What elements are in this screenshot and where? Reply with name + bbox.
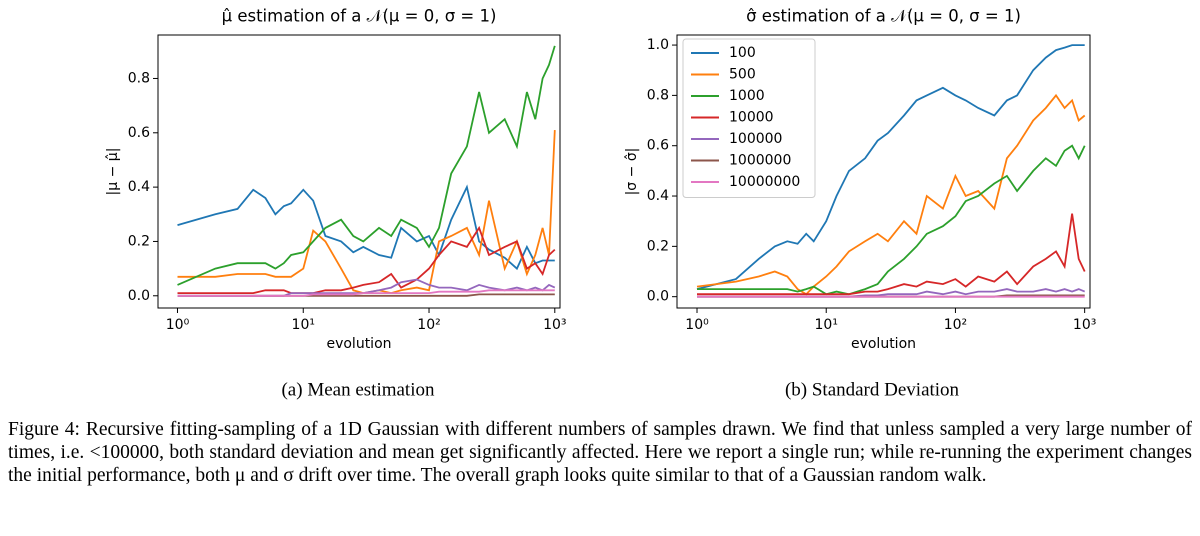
series-line — [177, 45, 556, 286]
x-tick-label: 10³ — [1073, 317, 1096, 333]
series-line — [177, 289, 555, 297]
series-line — [177, 225, 556, 295]
legend-box — [682, 38, 816, 198]
y-tick-label: 0.6 — [647, 138, 669, 154]
subcaption: (b) Standard Deviation — [785, 379, 960, 400]
chart-title: μ̂ estimation of a 𝒩(μ = 0, σ = 1) — [222, 7, 497, 26]
subcaption: (a) Mean estimation — [281, 379, 435, 400]
series-line — [177, 184, 555, 271]
y-tick-label: 0.6 — [128, 125, 150, 141]
x-tick-label: 10¹ — [815, 317, 838, 333]
y-tick-label: 0.4 — [128, 179, 150, 195]
series-line — [696, 44, 1085, 290]
y-axis-label: |σ − σ̂| — [624, 148, 640, 196]
figure: (a) Mean estimation (b) Standard Deviati… — [105, 7, 1096, 401]
plot-frame — [676, 34, 1091, 309]
x-tick-label: 10⁰ — [166, 317, 190, 333]
legend-label: 100 — [729, 45, 756, 61]
x-tick-label: 10³ — [543, 317, 566, 333]
legend-label: 10000000 — [729, 174, 800, 190]
legend-label: 1000000 — [729, 153, 791, 169]
x-axis-label: evolution — [326, 336, 391, 352]
x-axis-label: evolution — [851, 336, 916, 352]
y-tick-label: 0.8 — [647, 87, 669, 103]
y-tick-label: 1.0 — [647, 37, 669, 53]
y-tick-label: 0.8 — [128, 70, 150, 86]
series-line — [697, 144, 1086, 296]
x-tick-label: 10¹ — [292, 317, 315, 333]
y-axis-label: |μ − μ̂| — [105, 148, 121, 196]
y-tick-label: 0.2 — [647, 238, 669, 254]
series-line — [696, 93, 1086, 296]
legend-label: 100000 — [729, 131, 782, 147]
legend-label: 500 — [729, 67, 756, 83]
caption: Figure 4: Recursive fitting-sampling of … — [8, 419, 1192, 486]
y-tick-label: 0.0 — [647, 289, 669, 305]
series-line — [177, 130, 556, 295]
series-line — [697, 213, 1086, 296]
y-tick-label: 0.2 — [128, 233, 150, 249]
plot-frame — [157, 34, 561, 309]
y-tick-label: 0.0 — [128, 288, 150, 304]
x-tick-label: 10⁰ — [685, 317, 709, 333]
x-tick-label: 10² — [417, 317, 440, 333]
x-tick-label: 10² — [944, 317, 967, 333]
y-tick-label: 0.4 — [647, 188, 669, 204]
legend-label: 1000 — [729, 88, 765, 104]
chart-title: σ̂ estimation of a 𝒩(μ = 0, σ = 1) — [746, 7, 1021, 26]
legend-label: 10000 — [729, 110, 774, 126]
